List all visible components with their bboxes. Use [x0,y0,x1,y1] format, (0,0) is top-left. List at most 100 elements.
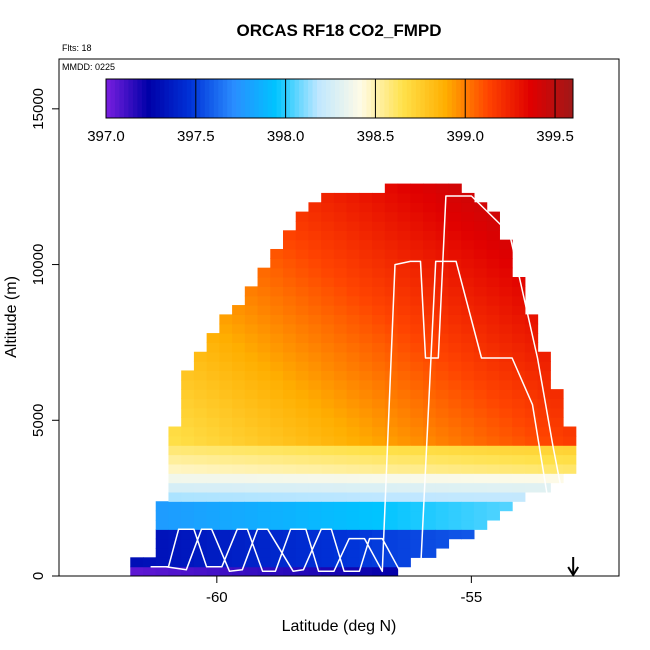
heat-cell [397,239,411,250]
heat-cell [308,454,322,465]
colorbar-segment [510,79,516,118]
heat-cell [384,566,399,576]
heat-cell [193,389,208,400]
heat-cell [295,482,310,493]
heat-cell [473,445,488,456]
colorbar-segment [132,79,138,118]
heat-cell [181,538,195,549]
heat-cell [193,501,208,512]
heat-cell [473,286,488,297]
heat-cell [372,333,386,344]
heat-cell [181,519,195,530]
heat-cell [359,538,373,549]
heat-cell [321,361,335,372]
heat-cell [372,417,386,428]
heat-cell [410,398,424,409]
heat-cell [206,370,220,381]
heat-cell [410,286,424,297]
heat-cell [257,501,271,512]
colorbar-segment [321,79,327,118]
heat-cell [423,267,437,278]
heat-cell [270,398,284,409]
heat-cell [524,314,539,325]
heat-cell [486,445,500,456]
heat-cell [384,426,399,437]
heat-cell [257,398,271,409]
heat-cell [397,305,411,315]
heat-cell [295,323,310,334]
heat-cell [193,482,208,493]
heat-cell [410,314,424,325]
heat-cell [232,510,246,521]
heat-cell [346,538,360,549]
heat-cell [410,491,424,502]
heat-cell [499,351,513,362]
heat-cell [257,351,271,362]
heat-cell [232,417,246,428]
heat-cell [384,547,399,558]
heat-cell [410,379,424,390]
heat-cell [283,529,297,540]
heat-cell [461,230,475,241]
heat-cell [193,454,208,465]
heat-cell [435,529,450,540]
heat-cell [295,426,310,437]
heat-cell [168,435,182,446]
heat-cell [563,445,577,456]
heat-cell [333,389,348,400]
heat-cell [219,501,233,512]
heat-cell [244,351,259,362]
colorbar-segment [501,79,507,118]
heat-cell [244,482,259,493]
heat-cell [372,398,386,409]
heat-cell [499,248,513,259]
heat-cell [384,239,399,250]
heat-cell [550,473,564,484]
heat-cell [550,454,564,465]
heat-cell [486,407,500,418]
heat-cell [372,248,386,259]
heat-cell [512,323,526,334]
heat-cell [435,305,450,315]
heat-cell [423,220,437,231]
heat-cell [461,333,475,344]
heat-cell [168,566,182,576]
heat-cell [295,547,310,558]
heat-cell [219,538,233,549]
heat-cell [257,454,271,465]
heat-cell [512,379,526,390]
heat-cell [321,211,335,222]
heat-cell [359,277,373,287]
heat-cell [232,389,246,400]
heat-cell [423,473,437,484]
heat-cell [155,519,170,530]
heat-cell [410,239,424,250]
heat-cell [435,538,450,549]
heat-cell [473,398,488,409]
heat-cell [308,239,322,250]
heat-cell [181,547,195,558]
heat-cell [524,379,539,390]
heat-cell [295,538,310,549]
heat-cell [499,454,513,465]
heat-cell [435,286,450,297]
heat-cell [486,426,500,437]
y-tick-label: 10000 [30,244,47,286]
heat-cell [461,239,475,250]
heat-cell [448,379,462,390]
colorbar-segment [424,79,430,118]
heat-cell [448,211,462,222]
colorbar-segment [420,79,426,118]
heat-cell [168,473,182,484]
heat-cell [486,295,500,306]
heat-cell [486,333,500,344]
heat-cell [321,482,335,493]
colorbar-segment [550,79,556,118]
heat-cell [346,510,360,521]
heat-cell [346,277,360,287]
heat-cell [359,239,373,250]
heat-cell [435,398,450,409]
heat-cell [384,519,399,530]
heat-cell [283,277,297,287]
heat-cell [244,445,259,456]
